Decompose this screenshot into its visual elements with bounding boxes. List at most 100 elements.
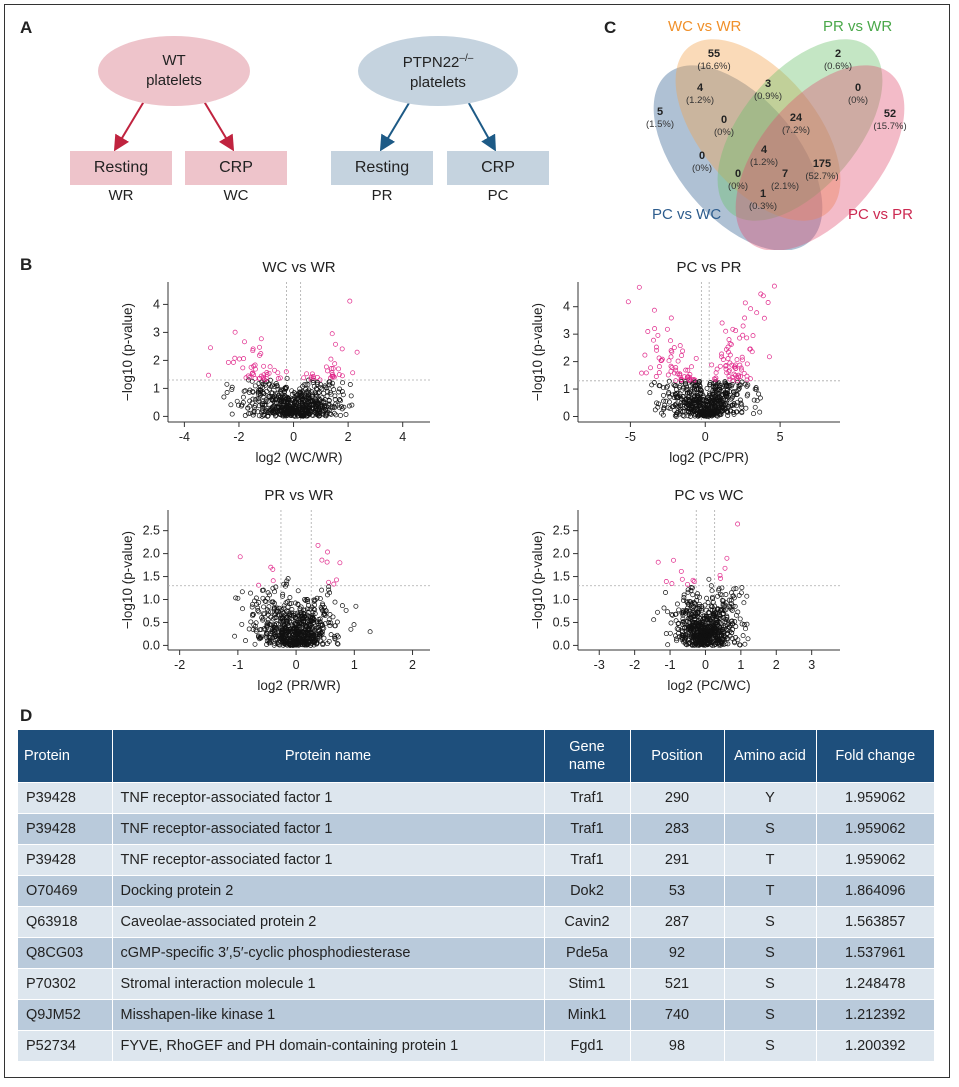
- point: [730, 621, 736, 627]
- point: [285, 401, 291, 407]
- point: [318, 403, 324, 409]
- point: [267, 410, 273, 416]
- point: [304, 620, 310, 626]
- point: [688, 588, 694, 593]
- wt-crp-label: CRP: [219, 159, 253, 176]
- point: [713, 610, 718, 616]
- point: [296, 407, 302, 413]
- point: [235, 595, 241, 601]
- point: [688, 409, 694, 415]
- significant-point: [675, 358, 681, 364]
- significant-point: [668, 315, 674, 321]
- y-axis-label: −log10 (p-value): [120, 531, 135, 629]
- point: [340, 392, 346, 398]
- point: [713, 395, 719, 401]
- significant-point: [277, 375, 283, 381]
- point: [260, 389, 266, 395]
- point: [751, 397, 757, 403]
- point: [703, 607, 709, 613]
- wt-resting-label: Resting: [93, 159, 149, 176]
- significant-point: [761, 315, 767, 321]
- point: [739, 409, 745, 415]
- point: [691, 633, 697, 639]
- point: [709, 588, 715, 594]
- cell-gene-name: Cavin2: [544, 906, 631, 938]
- point: [306, 640, 312, 646]
- point: [270, 394, 276, 400]
- cell-amino-acid: S: [724, 968, 817, 1000]
- significant-point: [677, 343, 683, 349]
- point: [665, 642, 671, 648]
- significant-point: [350, 370, 356, 376]
- point: [681, 633, 687, 638]
- point: [343, 412, 349, 417]
- significant-point: [733, 362, 739, 368]
- point: [703, 614, 709, 620]
- point: [712, 400, 718, 406]
- point: [224, 381, 230, 387]
- point: [302, 597, 308, 602]
- x-tick-label: -1: [664, 658, 675, 672]
- point: [296, 613, 302, 619]
- point: [294, 638, 300, 644]
- data-points: [651, 521, 751, 648]
- y-tick-label: 0.5: [553, 615, 570, 629]
- venn-region: 0 (0%): [713, 114, 735, 138]
- point: [704, 385, 710, 391]
- point: [304, 404, 310, 410]
- point: [334, 640, 340, 646]
- point: [256, 413, 262, 419]
- x-axis-label: log2 (PC/PR): [669, 450, 749, 465]
- point: [754, 398, 760, 404]
- wt-label: WT: [162, 52, 186, 69]
- point: [661, 406, 667, 412]
- point: [327, 379, 333, 385]
- significant-point: [727, 341, 733, 347]
- significant-point: [653, 374, 659, 379]
- point: [734, 399, 740, 405]
- point: [712, 607, 718, 613]
- significant-point: [744, 335, 750, 341]
- point: [719, 639, 725, 645]
- point: [289, 388, 295, 394]
- cell-amino-acid: S: [724, 906, 817, 938]
- point: [311, 402, 317, 408]
- venn-ellipse-pc-wc: [653, 65, 823, 250]
- point: [723, 406, 729, 412]
- point: [280, 399, 286, 405]
- significant-point: [651, 337, 656, 343]
- point: [724, 636, 730, 642]
- point: [251, 410, 257, 416]
- point: [679, 379, 684, 385]
- point: [321, 635, 327, 641]
- panel-b-letter: B: [20, 255, 33, 274]
- significant-point: [723, 366, 729, 372]
- volcano-plot-pc-wc: PC vs WC -3 -2 -1 0 1 2 3 0.0 0.5 1.0 1.5 2.0 2.5 log2…: [530, 487, 840, 693]
- significant-point: [668, 363, 674, 369]
- point: [302, 607, 308, 613]
- significant-point: [260, 375, 266, 381]
- point: [710, 620, 716, 626]
- y-tick-label: 0: [153, 409, 160, 423]
- significant-point: [256, 582, 262, 588]
- point: [709, 616, 715, 622]
- point: [261, 604, 267, 610]
- significant-point: [740, 323, 746, 329]
- point: [283, 394, 289, 400]
- x-tick-label: 2: [773, 658, 780, 672]
- point: [737, 616, 743, 622]
- point: [695, 591, 700, 597]
- cell-protein-name: Misshapen-like kinase 1: [112, 999, 545, 1031]
- point: [291, 625, 297, 631]
- x-axis-label: log2 (WC/WR): [256, 450, 343, 465]
- cell-gene-name: Fgd1: [544, 1030, 631, 1061]
- point: [723, 592, 729, 597]
- point: [240, 394, 246, 400]
- significant-point: [323, 364, 329, 370]
- y-tick-label: 0.5: [143, 615, 160, 629]
- point: [743, 405, 749, 411]
- significant-point: [326, 579, 332, 585]
- point: [332, 599, 338, 605]
- cell-protein: O70469: [18, 875, 113, 907]
- point: [734, 409, 740, 415]
